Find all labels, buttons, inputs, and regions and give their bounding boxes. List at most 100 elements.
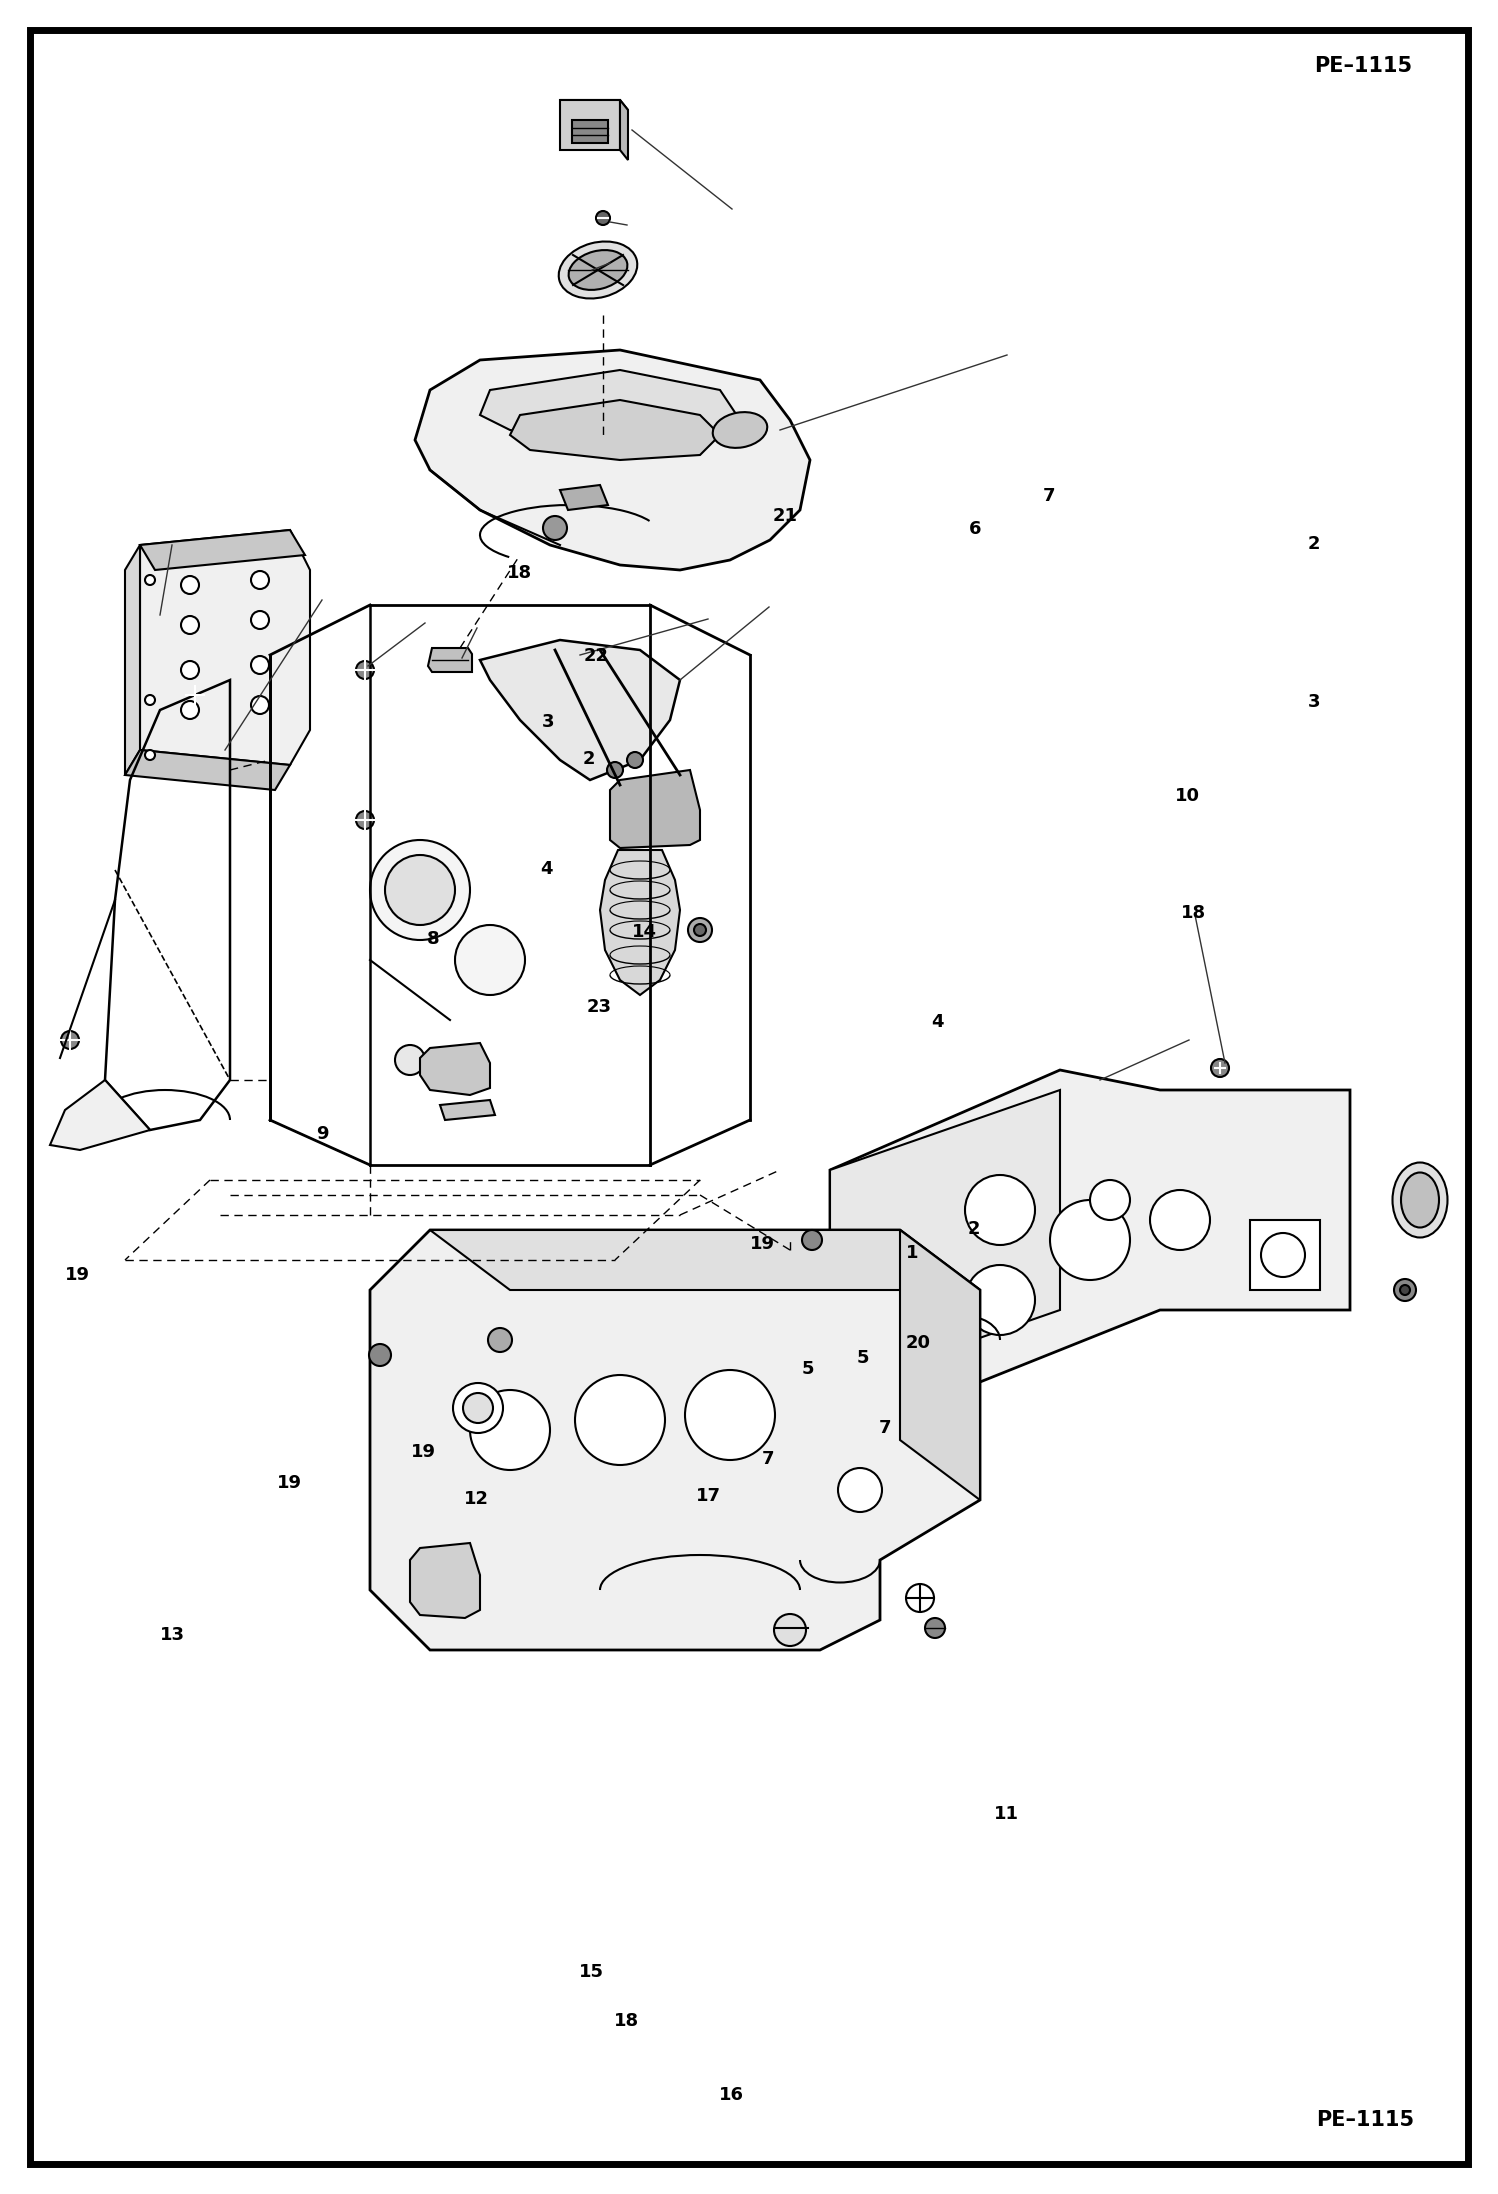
Circle shape (369, 1345, 391, 1367)
Text: 20: 20 (906, 1334, 930, 1352)
Text: 5: 5 (857, 1349, 869, 1367)
Circle shape (395, 1044, 425, 1075)
Circle shape (628, 753, 643, 768)
Circle shape (1395, 1279, 1416, 1301)
Circle shape (252, 695, 270, 713)
Circle shape (463, 1393, 493, 1424)
Circle shape (488, 1327, 512, 1352)
Circle shape (252, 610, 270, 630)
Text: 15: 15 (580, 1964, 604, 1981)
Text: 2: 2 (968, 1220, 980, 1237)
Text: 18: 18 (508, 564, 532, 581)
Polygon shape (428, 647, 472, 671)
Polygon shape (900, 1231, 980, 1501)
Text: 1: 1 (906, 1244, 918, 1262)
Polygon shape (620, 101, 628, 160)
Polygon shape (509, 399, 721, 461)
Polygon shape (1249, 1220, 1320, 1290)
Text: 10: 10 (1176, 788, 1200, 805)
Polygon shape (601, 849, 680, 996)
Text: 17: 17 (697, 1488, 721, 1505)
Text: 13: 13 (160, 1626, 184, 1643)
Circle shape (186, 687, 204, 704)
Circle shape (965, 1176, 1035, 1244)
Circle shape (685, 1369, 774, 1459)
Text: 4: 4 (932, 1014, 944, 1031)
Circle shape (1261, 1233, 1305, 1277)
Circle shape (145, 750, 154, 759)
Circle shape (452, 1382, 503, 1433)
Circle shape (252, 570, 270, 588)
Ellipse shape (1401, 1172, 1440, 1226)
Polygon shape (370, 1231, 980, 1650)
Circle shape (1050, 1200, 1129, 1279)
Circle shape (906, 1584, 933, 1613)
Circle shape (370, 840, 470, 939)
Ellipse shape (569, 250, 628, 290)
Polygon shape (124, 544, 139, 774)
Polygon shape (560, 101, 628, 110)
Circle shape (596, 211, 610, 226)
Text: 7: 7 (762, 1450, 774, 1468)
Polygon shape (430, 1231, 980, 1290)
Circle shape (181, 577, 199, 595)
Polygon shape (410, 1542, 479, 1617)
Polygon shape (139, 531, 306, 570)
Polygon shape (830, 1090, 1061, 1391)
Text: 3: 3 (542, 713, 554, 731)
Polygon shape (560, 485, 608, 509)
Circle shape (1150, 1189, 1210, 1251)
Polygon shape (440, 1099, 494, 1119)
Circle shape (688, 917, 712, 941)
Text: 2: 2 (1308, 535, 1320, 553)
Circle shape (455, 926, 524, 996)
Text: 22: 22 (584, 647, 608, 665)
Text: 19: 19 (277, 1474, 301, 1492)
Circle shape (145, 695, 154, 704)
Polygon shape (139, 531, 310, 766)
Circle shape (542, 516, 568, 540)
Circle shape (837, 1468, 882, 1512)
Text: 8: 8 (427, 930, 439, 948)
Circle shape (181, 660, 199, 678)
Text: 23: 23 (587, 998, 611, 1016)
Ellipse shape (1393, 1163, 1447, 1237)
Circle shape (181, 702, 199, 720)
Text: 7: 7 (879, 1420, 891, 1437)
Text: 5: 5 (801, 1360, 813, 1378)
Circle shape (1401, 1286, 1410, 1294)
Text: 7: 7 (1043, 487, 1055, 505)
Circle shape (357, 660, 374, 678)
Text: PE–1115: PE–1115 (1314, 55, 1413, 77)
Ellipse shape (713, 412, 767, 448)
Text: 2: 2 (583, 750, 595, 768)
Text: 18: 18 (614, 2012, 638, 2029)
Text: 11: 11 (995, 1806, 1019, 1823)
Circle shape (575, 1376, 665, 1466)
Circle shape (61, 1031, 79, 1049)
Text: 14: 14 (632, 924, 656, 941)
Text: 19: 19 (750, 1235, 774, 1253)
Circle shape (965, 1266, 1035, 1334)
Polygon shape (479, 371, 740, 445)
Circle shape (385, 856, 455, 926)
Ellipse shape (559, 241, 637, 298)
Circle shape (252, 656, 270, 674)
Polygon shape (124, 750, 291, 790)
Polygon shape (610, 770, 700, 849)
Text: 21: 21 (773, 507, 797, 524)
Circle shape (774, 1615, 806, 1646)
Circle shape (1210, 1060, 1228, 1077)
Circle shape (470, 1391, 550, 1470)
Polygon shape (419, 1042, 490, 1095)
Polygon shape (560, 101, 620, 149)
Circle shape (801, 1231, 822, 1251)
Text: 18: 18 (1182, 904, 1206, 921)
Text: 16: 16 (719, 2086, 743, 2104)
Text: 19: 19 (412, 1444, 436, 1461)
Polygon shape (479, 641, 680, 781)
Text: 6: 6 (969, 520, 981, 538)
Text: 4: 4 (541, 860, 553, 878)
Circle shape (1091, 1180, 1129, 1220)
Text: PE–1115: PE–1115 (1315, 2111, 1414, 2130)
